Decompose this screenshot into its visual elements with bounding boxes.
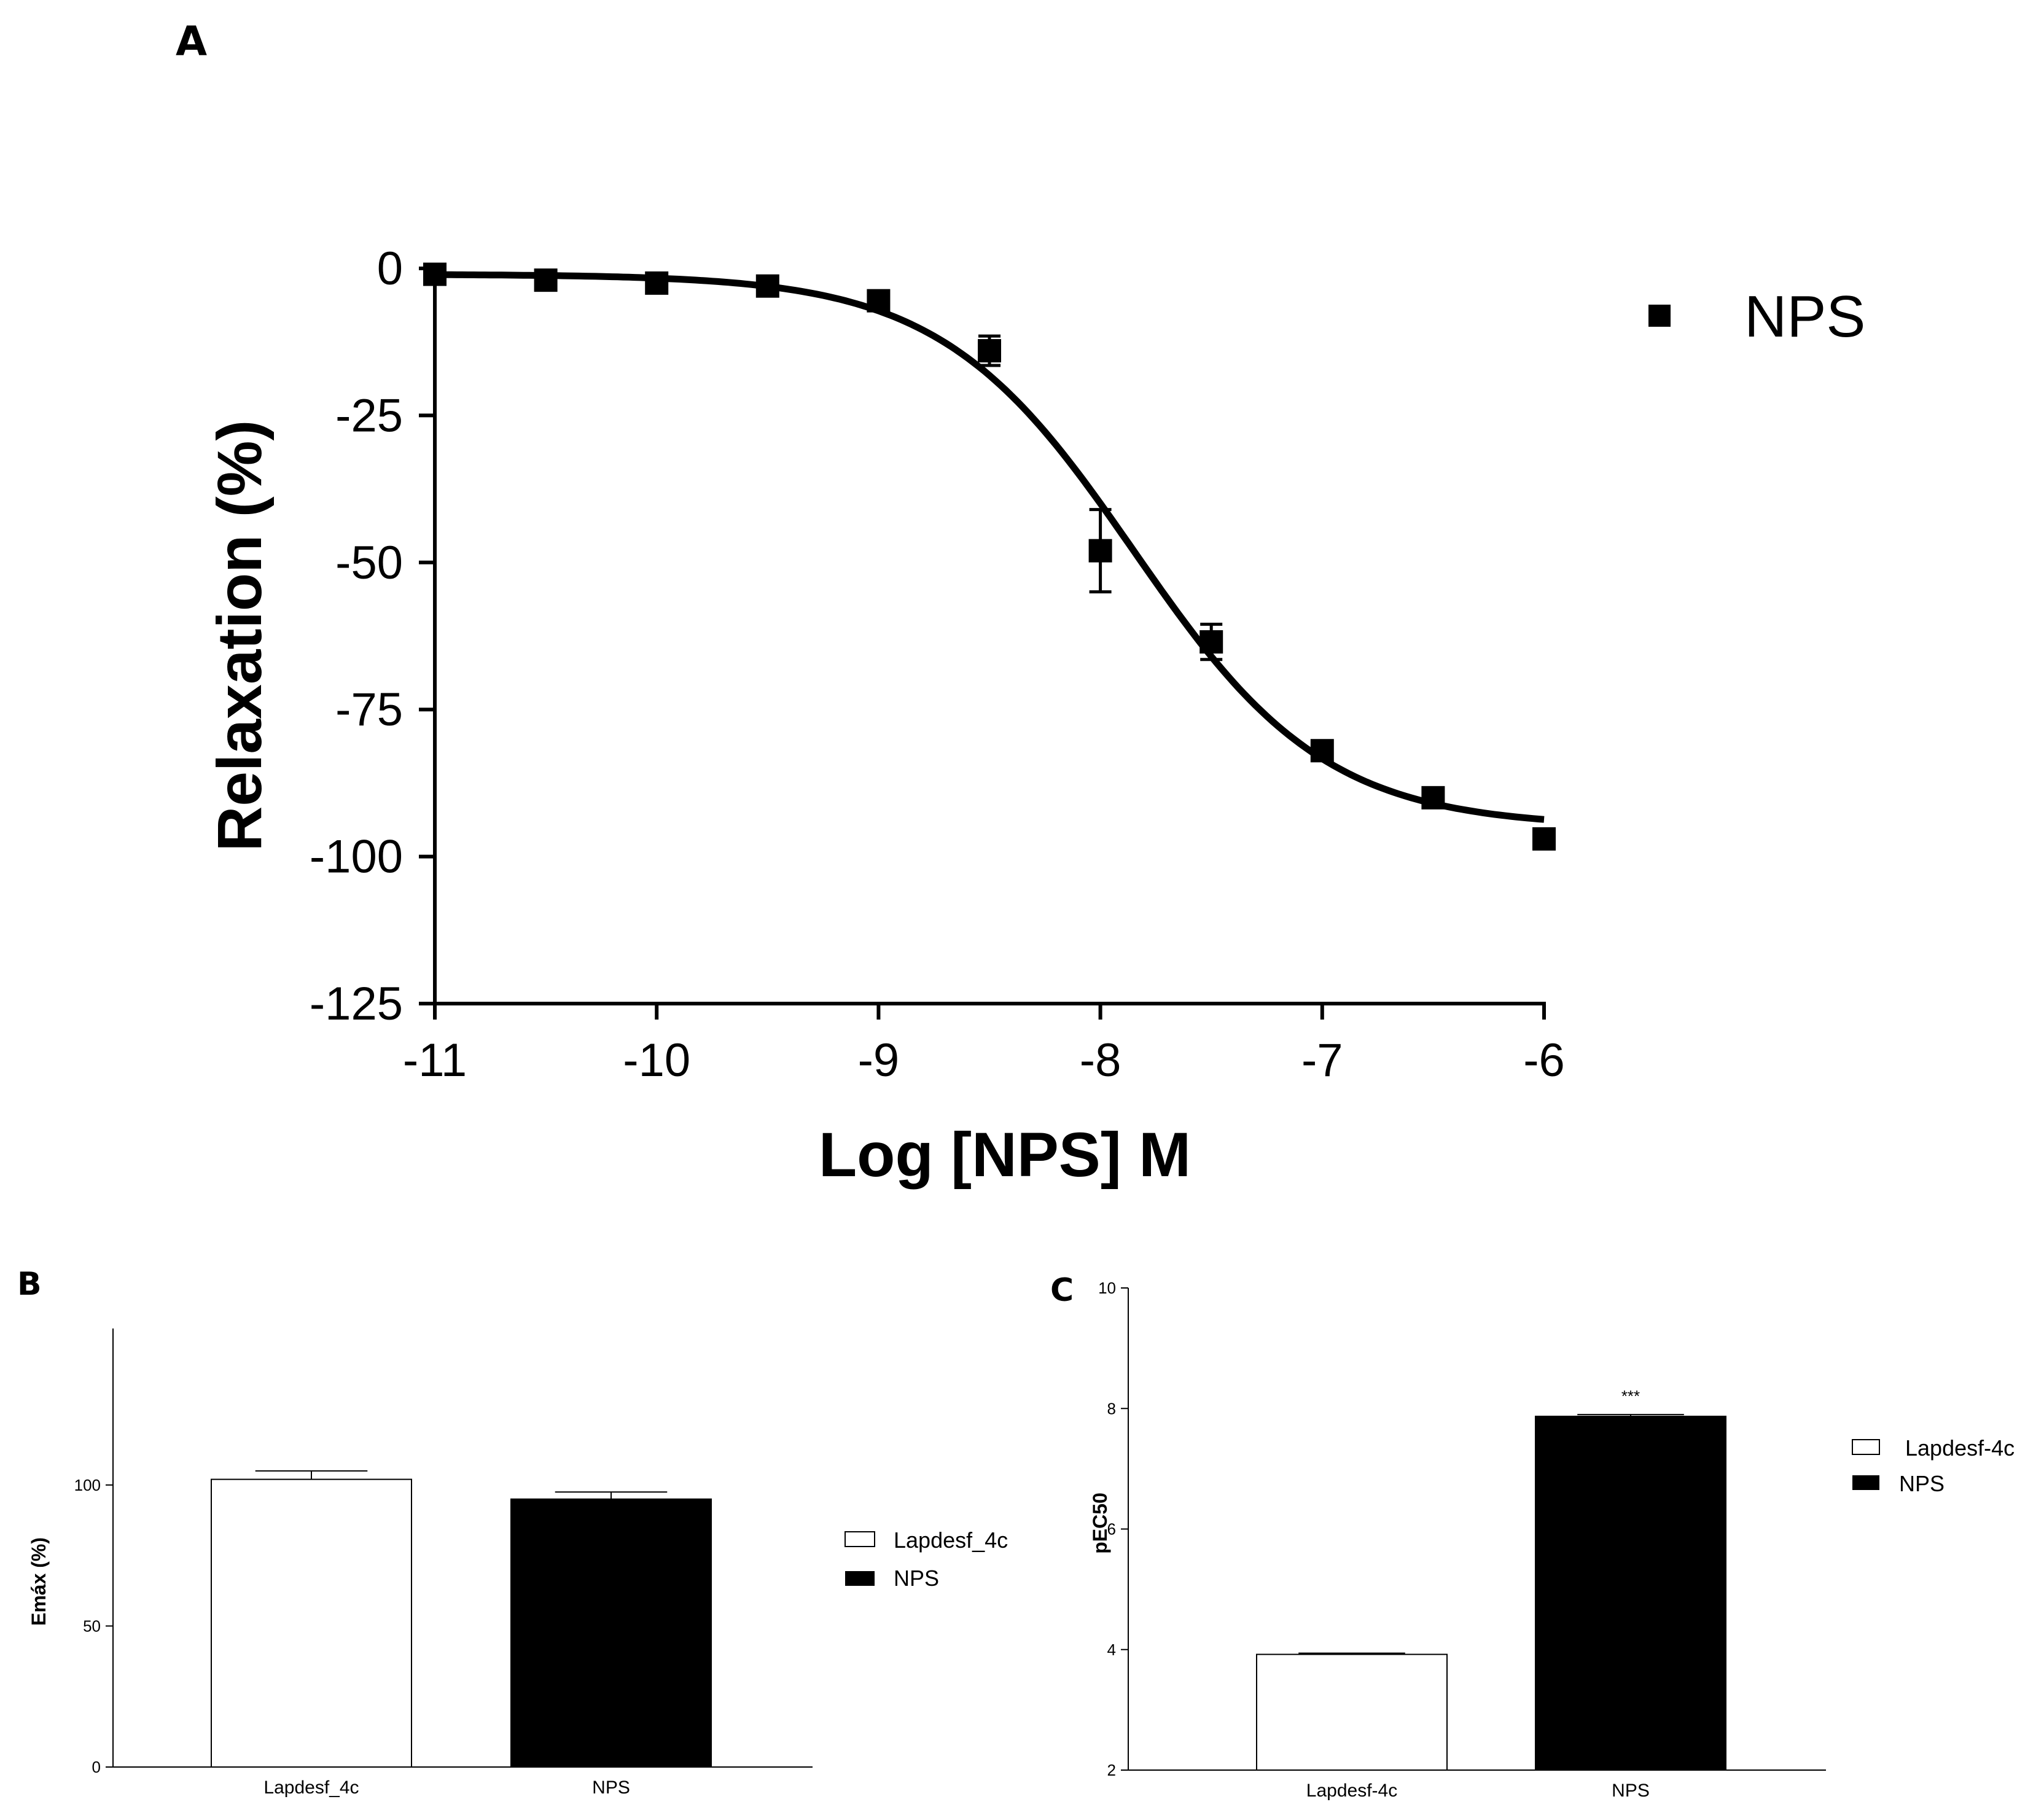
panel-a-x-tick-label: -7 [1301, 1034, 1343, 1087]
panel-c-bar [1256, 1653, 1448, 1771]
panel-a-x-tick-label: -11 [403, 1034, 467, 1087]
panel-c-bar [1535, 1416, 1726, 1771]
panel-a-legend-label: NPS [1744, 284, 1865, 349]
panel-a-y-axis-title: Relaxation (%) [205, 420, 275, 852]
panel-c-y-tick-label: 4 [1107, 1640, 1116, 1659]
panel-b-bar [510, 1498, 712, 1768]
panel-a-x-tick-label: -10 [623, 1034, 690, 1087]
panel-c-category-label: Lapdesf-4c [1306, 1781, 1397, 1801]
panel-a-y-tick-label: -50 [335, 537, 403, 589]
panel-b-letter: B [17, 1266, 42, 1303]
panel-a-y-tick-label: -125 [310, 978, 403, 1030]
panel-a-letter: A [176, 18, 207, 65]
panel-a-x-tick-label: -9 [858, 1034, 900, 1087]
panel-a-x-tick-label: -8 [1080, 1034, 1121, 1087]
panel-b-category-label: Lapdesf_4c [263, 1777, 359, 1798]
panel-b-y-axis-title: Emáx (%) [28, 1537, 50, 1626]
panel-a-data-points [423, 262, 1556, 851]
panel-c-y-axis-title: pEC50 [1089, 1492, 1111, 1554]
panel-a-data-point [645, 271, 669, 295]
panel-b-legend: Lapdesf_4c NPS [845, 1527, 1008, 1591]
panel-b-legend-label: NPS [894, 1566, 939, 1591]
panel-a-axes [419, 265, 1546, 1020]
panel-a-data-point [1088, 539, 1112, 563]
panel-a-data-point [1310, 739, 1334, 763]
panel-a-data-point [1421, 786, 1445, 810]
panel-a-y-tick-label: 0 [377, 243, 403, 295]
panel-c: C 2 4 6 8 10 Lapdesf-4c NPS *** pEC50 Lapdes… [1050, 1272, 2015, 1801]
panel-a-data-point [1199, 630, 1223, 654]
panel-c-legend-label: Lapdesf-4c [1905, 1435, 2015, 1461]
panel-b-category-label: NPS [592, 1777, 630, 1798]
panel-b-legend-label: Lapdesf_4c [894, 1527, 1008, 1553]
panel-c-legend-swatch [1852, 1475, 1879, 1490]
panel-c-letter: C [1050, 1272, 1074, 1309]
panel-a-y-tick-label: -75 [335, 684, 403, 736]
panel-b-bars [211, 1470, 712, 1768]
panel-c-tick-labels: 2 4 6 8 10 [1098, 1279, 1116, 1779]
panel-c-y-tick-label: 8 [1107, 1399, 1116, 1418]
panel-a-data-point [755, 274, 779, 298]
panel-b-legend-swatch [845, 1571, 875, 1586]
panel-a-y-tick-label: -25 [335, 389, 403, 442]
panel-c-legend-label: NPS [1899, 1471, 1945, 1496]
panel-a-legend-marker [1648, 305, 1671, 327]
panel-a-data-point [867, 289, 891, 313]
panel-c-significance-mark: *** [1621, 1387, 1640, 1405]
panel-b-y-tick-label: 100 [74, 1476, 101, 1494]
panel-a-data-point [423, 262, 447, 286]
panel-a-legend: NPS [1648, 284, 1865, 349]
panel-a: A 0 -25 -50 -75 -100 -125-11 -10 -9 -8 -7 -6 Log [… [176, 18, 1865, 1190]
panel-a-data-point [1532, 827, 1556, 851]
panel-a-fit-curve [434, 271, 1545, 823]
panel-a-x-tick-label: -6 [1523, 1034, 1565, 1087]
panel-c-category-label: NPS [1612, 1781, 1650, 1801]
panel-b-tick-labels: 0 50 100 [74, 1476, 101, 1776]
panel-c-bars [1256, 1414, 1726, 1771]
panel-c-legend-swatch [1852, 1439, 1880, 1455]
panel-c-y-tick-label: 2 [1107, 1761, 1116, 1779]
panel-b-y-tick-label: 50 [83, 1617, 101, 1635]
panel-b: B 0 50 100 Lapdesf_4c NPS Emáx (%) Lapdesf… [17, 1266, 1008, 1798]
panel-b-bar [211, 1478, 412, 1768]
panel-c-legend: Lapdesf-4c NPS [1852, 1435, 2015, 1496]
panel-a-data-point [978, 339, 1001, 363]
panel-b-legend-swatch [845, 1531, 875, 1547]
panel-b-y-tick-label: 0 [92, 1758, 101, 1776]
panel-c-y-tick-label: 10 [1098, 1279, 1116, 1297]
panel-c-y-tick-label: 6 [1107, 1520, 1116, 1539]
panel-a-tick-labels: 0 -25 -50 -75 -100 -125-11 -10 -9 -8 -7 -6 [310, 243, 1565, 1087]
panel-a-x-axis-title: Log [NPS] M [819, 1120, 1191, 1190]
panel-a-data-point [534, 268, 558, 292]
panel-a-y-tick-label: -100 [310, 831, 403, 883]
